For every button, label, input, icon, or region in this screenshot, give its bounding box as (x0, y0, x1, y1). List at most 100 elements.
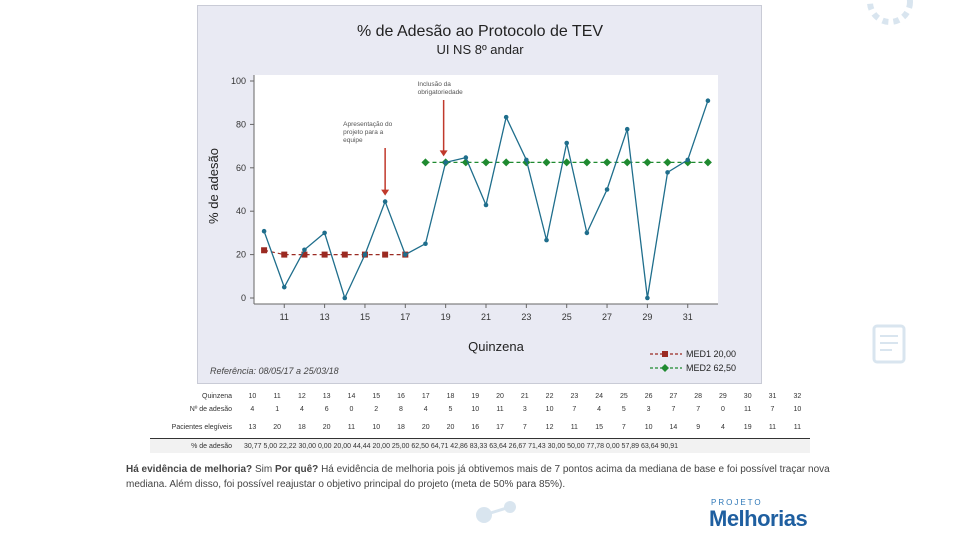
adesao-cell: 7 (671, 406, 676, 413)
logo-big-text: Melhorias (709, 506, 808, 531)
x-tick-label: 27 (602, 312, 612, 322)
quinzena-cell: 21 (520, 393, 529, 400)
quinzena-cell: 11 (273, 393, 281, 400)
quinzena-cell: 23 (570, 393, 579, 400)
x-tick-label: 31 (683, 312, 693, 322)
med1-point (261, 247, 268, 254)
elegiveis-cell: 19 (743, 423, 752, 431)
question-why: Por quê? (274, 464, 319, 475)
quinzena-cell: 12 (298, 393, 306, 400)
y-tick-label: 0 (241, 293, 246, 303)
adesao-cell: 10 (471, 406, 480, 413)
adesao-cell: 11 (744, 406, 752, 413)
row-label-pct: % de adesão (150, 438, 240, 453)
y-tick-label: 100 (231, 76, 246, 86)
adesao-cell: 5 (621, 406, 626, 413)
legend-med2-label: MED2 62,50 (686, 363, 736, 373)
quinzena-cell: 22 (545, 393, 554, 400)
adesao-point (524, 157, 529, 163)
quinzena-cell: 13 (322, 393, 331, 400)
quinzena-cell: 28 (694, 393, 703, 400)
med1-point (341, 251, 348, 258)
row-quinzena: Quinzena 10 11 12 13 14 15 16 17 18 19 20 21 22 23 24 2… (150, 390, 810, 403)
elegiveis-cell: 18 (298, 423, 306, 431)
adesao-cell: 7 (572, 406, 577, 413)
elegiveis-cell: 20 (421, 423, 430, 431)
adesao-point (544, 237, 549, 243)
med2-point (603, 158, 612, 167)
annotation-text: equipe (343, 137, 363, 144)
elegiveis-cell: 11 (570, 423, 578, 431)
row-elegiveis: Pacientes elegíveis 13 20 18 20 11 10 18 20 20 16… (150, 416, 810, 439)
elegiveis-cell: 13 (248, 423, 257, 431)
y-tick-label: 20 (236, 250, 246, 260)
x-tick-label: 29 (642, 312, 652, 322)
adesao-point (382, 199, 388, 204)
legend-med2-marker (661, 364, 669, 372)
y-tick-label: 60 (236, 163, 246, 173)
med1-point (301, 251, 308, 258)
chart-subtitle: UI NS 8º andar (436, 42, 524, 57)
adesao-cell: 4 (423, 406, 428, 413)
quinzena-cell: 15 (372, 393, 381, 400)
elegiveis-cell: 15 (595, 423, 603, 431)
adesao-point (624, 126, 630, 132)
med1-line (263, 249, 406, 256)
x-tick-label: 11 (280, 312, 289, 322)
med2-point (562, 158, 571, 167)
elegiveis-cell: 18 (397, 423, 405, 431)
adesao-point (604, 187, 610, 192)
adesao-point (423, 241, 428, 247)
elegiveis-cell: 11 (793, 423, 802, 431)
elegiveis-cell: 20 (322, 423, 331, 431)
x-tick-label: 25 (562, 312, 572, 322)
adesao-cell: 6 (324, 406, 329, 413)
adesao-cell: 10 (545, 406, 554, 413)
adesao-point (281, 284, 287, 290)
quinzena-cell: 25 (619, 393, 628, 400)
question-evidence: Há evidência de melhoria? (126, 464, 253, 475)
adesao-point (665, 170, 670, 175)
quinzena-cell: 19 (471, 393, 480, 400)
adesao-point (443, 160, 448, 165)
elegiveis-cell: 12 (545, 423, 554, 431)
answer-why: Há evidência de melhoria pois já obtivem… (126, 464, 830, 490)
adesao-point (322, 230, 327, 236)
adesao-point (483, 202, 489, 208)
adesao-cell: 3 (646, 406, 651, 413)
x-tick-label: 13 (320, 312, 330, 322)
adesao-point (503, 114, 509, 120)
row-label-elegiveis: Pacientes elegíveis (171, 423, 232, 431)
adesao-point (584, 230, 590, 236)
annotation-arrow-head (381, 189, 390, 196)
elegiveis-cell: 11 (347, 423, 356, 431)
elegiveis-cell: 11 (768, 423, 777, 431)
adesao-cell: 2 (374, 406, 379, 413)
adesao-point (403, 252, 408, 257)
decorative-clipboard-icon (872, 324, 906, 364)
adesao-cell: 4 (250, 406, 255, 413)
annotation-arrow-head (439, 150, 448, 157)
med2-point (482, 158, 490, 167)
logo-small-text: PROJETO (711, 498, 763, 507)
annotation-text: Apresentação do (343, 121, 393, 128)
adesao-point (705, 98, 711, 104)
answer-evidence: Sim (252, 464, 275, 475)
quinzena-cell: 24 (595, 393, 603, 400)
adesao-cell: 0 (720, 406, 725, 413)
x-tick-label: 17 (400, 312, 410, 322)
adesao-point (685, 157, 691, 163)
decorative-gear-icon (867, 0, 913, 25)
adesao-cell: 5 (448, 406, 453, 413)
annotation-text: Inclusão da (418, 81, 452, 88)
adesao-point (564, 140, 569, 146)
reference-note: Referência: 08/05/17 a 25/03/18 (210, 366, 339, 376)
legend-med1-marker (662, 351, 668, 357)
legend: MED1 20,00 MED2 62,50 (650, 349, 736, 373)
med2-point (643, 158, 652, 167)
line-chart: % de Adesão ao Protocolo de TEV UI NS 8º… (206, 23, 736, 376)
adesao-cell: 7 (770, 406, 775, 413)
adesao-cell: 4 (299, 406, 304, 413)
annotation-text: projeto para a (343, 129, 383, 136)
adesao-point (302, 247, 307, 253)
